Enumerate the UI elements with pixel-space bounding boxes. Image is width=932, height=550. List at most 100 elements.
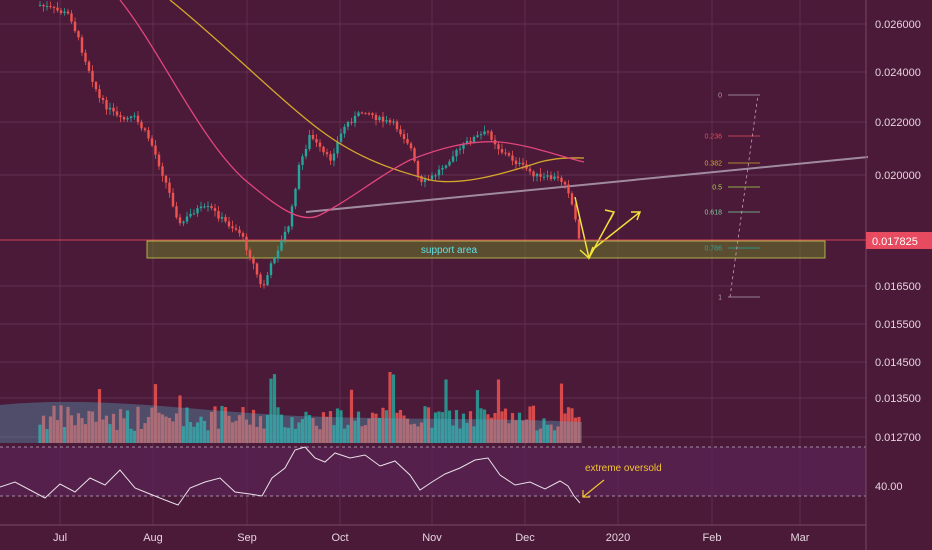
- volume-bar-49: [209, 411, 214, 443]
- candle-body-124: [472, 136, 476, 143]
- candle-body-55: [231, 226, 234, 229]
- volume-bar-1: [41, 415, 46, 443]
- volume-bar-22: [115, 430, 119, 443]
- volume-bar-24: [122, 418, 126, 443]
- candle-body-35: [161, 166, 164, 176]
- volume-bar-81: [321, 412, 326, 443]
- candle-body-58: [241, 233, 245, 237]
- candle-body-126: [479, 134, 483, 136]
- volume-bar-43: [188, 422, 193, 443]
- candle-body-122: [465, 140, 469, 144]
- volume-bar-113: [433, 412, 438, 443]
- volume-bar-53: [223, 407, 228, 443]
- volume-bar-126: [479, 408, 483, 443]
- volume-bar-28: [136, 406, 140, 443]
- candle-body-42: [185, 216, 189, 222]
- x-tick-label-2: Sep: [237, 532, 257, 544]
- volume-bar-2: [45, 429, 49, 443]
- volume-bar-59: [244, 419, 249, 443]
- volume-bar-36: [164, 416, 168, 443]
- candle-body-100: [388, 120, 392, 123]
- candle-body-61: [252, 258, 255, 264]
- volume-bar-90: [353, 420, 357, 443]
- volume-bar-96: [374, 413, 378, 443]
- volume-bar-8: [66, 406, 70, 443]
- volume-bar-114: [437, 411, 441, 443]
- volume-bar-142: [535, 430, 539, 443]
- fibonacci-retracement: 0 0.236 0.382 0.5 0.618 0.786 1: [704, 93, 760, 302]
- volume-bar-86: [339, 410, 343, 443]
- candle-body-18: [101, 97, 105, 101]
- volume-bar-23: [118, 409, 123, 443]
- candle-body-32: [150, 138, 154, 146]
- candle-body-20: [108, 107, 112, 110]
- volume-bar-143: [538, 428, 543, 443]
- candle-body-118: [451, 156, 455, 162]
- oversold-label: extreme oversold: [585, 463, 662, 474]
- candle-body-80: [318, 142, 322, 147]
- volume-bar-56: [234, 420, 238, 443]
- candle-body-1: [42, 4, 45, 7]
- volume-bar-94: [367, 418, 371, 443]
- volume-bar-37: [167, 417, 172, 443]
- candle-body-83: [329, 154, 332, 161]
- volume-bar-152: [570, 408, 574, 443]
- volume-bar-71: [286, 427, 291, 443]
- x-tick-label-5: Dec: [515, 532, 535, 544]
- candle-body-51: [217, 211, 220, 219]
- volume-bar-77: [307, 415, 312, 443]
- volume-bar-149: [559, 383, 564, 443]
- candle-body-57: [238, 229, 241, 234]
- volume-bar-111: [426, 407, 431, 443]
- candle-body-49: [210, 206, 213, 209]
- candle-body-22: [115, 111, 119, 116]
- candle-body-141: [532, 171, 535, 177]
- x-tick-label-6: 2020: [606, 532, 630, 544]
- x-tick-label-3: Oct: [331, 532, 348, 544]
- volume-bar-58: [241, 407, 245, 443]
- candle-body-154: [577, 219, 581, 239]
- volume-bar-19: [104, 415, 109, 443]
- volume-bar-117: [447, 410, 452, 443]
- candle-body-68: [276, 250, 280, 259]
- volume-bar-154: [577, 416, 581, 443]
- support-area-box: [146, 240, 826, 259]
- candle-body-142: [535, 173, 539, 177]
- candle-body-144: [542, 176, 546, 178]
- volume-bar-146: [549, 424, 553, 443]
- candle-body-115: [441, 167, 444, 170]
- candle-body-134: [507, 153, 511, 156]
- volume-bar-144: [542, 418, 546, 443]
- last-price-tag: 0.017825: [866, 232, 932, 249]
- volume-bar-7: [62, 427, 67, 443]
- candle-body-114: [437, 169, 441, 176]
- candle-body-40: [178, 217, 182, 224]
- last-price-value: 0.017825: [872, 236, 918, 248]
- volume-bar-84: [332, 425, 336, 443]
- rsi-line: [0, 446, 581, 506]
- candle-body-0: [38, 4, 42, 6]
- volume-bar-79: [314, 425, 319, 443]
- volume-bar-55: [230, 422, 235, 443]
- volume-bar-68: [276, 407, 280, 443]
- candle-body-147: [553, 176, 556, 180]
- volume-bar-88: [346, 424, 350, 443]
- oversold-arrow-shaft: [582, 479, 605, 498]
- volume-bar-15: [90, 411, 95, 443]
- candle-body-146: [549, 175, 553, 180]
- candle-body-59: [245, 236, 248, 251]
- volume-bar-73: [293, 428, 298, 443]
- candle-body-36: [164, 175, 168, 183]
- x-tick-label-1: Aug: [143, 532, 163, 544]
- y-tick-label-5: 0.015500: [875, 319, 921, 331]
- candle-body-116: [444, 165, 448, 168]
- candle-body-7: [63, 11, 66, 14]
- fib-level-label-4: 0.618: [704, 210, 722, 217]
- volume-bar-50: [213, 406, 217, 443]
- candle-body-47: [203, 206, 206, 208]
- volume-bar-18: [101, 419, 105, 443]
- fib-level-label-5: 0.786: [704, 246, 722, 253]
- volume-bar-147: [552, 430, 557, 443]
- volume-bar-0: [38, 424, 42, 443]
